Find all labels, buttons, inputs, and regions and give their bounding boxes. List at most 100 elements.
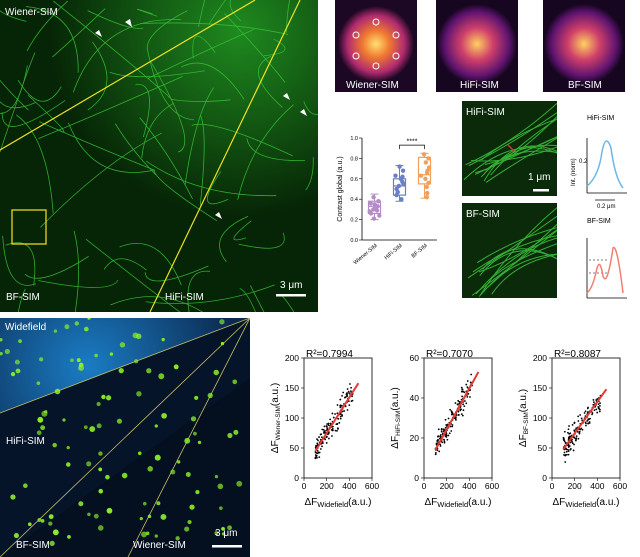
y-axis-label: Contrast global (a.u.): [337, 156, 344, 221]
box-point: [368, 211, 374, 216]
r-squared-label: R²=0.8087: [554, 349, 601, 360]
scatter-point: [584, 410, 587, 413]
y-tick-label: 100: [285, 413, 299, 423]
intensity-profiles: HiFi-SIM 0.2 Int. (norm) 0.2 μm BF-SIM: [571, 115, 627, 299]
x-tick-label: 600: [613, 481, 627, 491]
scatter-point: [323, 431, 325, 433]
box-point: [426, 156, 431, 161]
plot-frame: [423, 357, 493, 479]
scatter-point: [454, 402, 457, 404]
zoom-label-hifi: HiFi-SIM: [466, 107, 505, 118]
label-widefield-d: Widefield: [5, 322, 47, 333]
scatter-point: [340, 405, 342, 407]
scatter-point: [315, 452, 318, 454]
scatter-point: [460, 386, 463, 389]
scatter-point: [587, 411, 589, 413]
box-point: [374, 208, 380, 213]
x-tick-label: 600: [485, 481, 499, 491]
scatter-point: [467, 392, 470, 395]
scatter-point: [331, 412, 334, 415]
label-bf-a: BF-SIM: [6, 292, 40, 303]
scatter-point: [576, 431, 579, 433]
scatter-point: [563, 454, 565, 456]
scatter-point: [464, 400, 466, 402]
scatter-point: [462, 409, 465, 412]
scatter-point: [346, 388, 349, 390]
fit-line: [562, 388, 608, 450]
scatter-point: [327, 432, 330, 435]
scatter-point: [593, 401, 595, 404]
scatter-point: [316, 450, 319, 452]
label-wiener-a: Wiener-SIM: [5, 7, 58, 18]
scatter-point: [598, 410, 601, 413]
scatter-point: [461, 388, 464, 391]
scatter-point: [599, 405, 601, 407]
box-point: [418, 173, 424, 178]
scatter-point: [343, 410, 346, 412]
y-tick-label: 0: [414, 473, 419, 483]
scatter-point: [447, 434, 450, 437]
scatter-point: [351, 399, 354, 402]
scatter-point: [565, 450, 568, 453]
scatter-point: [573, 421, 576, 424]
scatter-point: [584, 421, 587, 424]
category-label: Wiener-SIM: [353, 243, 379, 267]
scatter-point: [445, 436, 448, 438]
scatter-point: [463, 391, 466, 394]
scatter-point: [443, 438, 445, 441]
y-tick-label: 150: [285, 383, 299, 393]
scatter-point: [597, 405, 600, 408]
scatter-point: [318, 456, 321, 459]
scatter-point: [567, 453, 570, 456]
x-tick-label: 0: [422, 481, 427, 491]
scatter-point: [586, 420, 589, 422]
scatter-point: [451, 424, 454, 426]
scatter-point: [571, 442, 574, 445]
scatter-point: [575, 427, 578, 429]
profile-ytick: 0.2: [579, 159, 588, 165]
scatter-point: [591, 413, 593, 416]
box-point: [425, 190, 430, 196]
scatter-point: [597, 403, 600, 406]
scatter-point: [587, 406, 589, 409]
label-wiener-d: Wiener-SIM: [133, 540, 186, 551]
scatter-point: [316, 456, 318, 459]
profile-title-hifi: HiFi-SIM: [587, 115, 614, 122]
zoom-scalebar-label: 1 μm: [528, 172, 551, 183]
scatter-point: [579, 414, 582, 416]
scatter-point: [565, 453, 568, 456]
box-point: [400, 168, 406, 173]
otf-label-wiener: Wiener-SIM: [346, 80, 399, 91]
y-tick-label: 60: [410, 353, 420, 363]
scatter-point: [470, 373, 473, 376]
scatter-point: [571, 423, 574, 426]
scatter-point: [443, 440, 446, 443]
scatter-point: [342, 391, 345, 394]
y-tick-label: 0.8: [350, 156, 358, 162]
scatter-point: [596, 398, 599, 400]
scatter-point: [577, 420, 580, 422]
scatter-point: [466, 386, 469, 389]
box-point: [371, 194, 376, 200]
x-axis-label: ΔFWidefield(a.u.): [305, 497, 372, 509]
zoom-label-bf: BF-SIM: [466, 209, 500, 220]
scatter-point: [315, 454, 318, 457]
category-label: HiFi-SIM: [384, 243, 405, 262]
x-tick-label: 600: [365, 481, 379, 491]
scatter-point: [439, 434, 442, 436]
y-tick-label: 50: [290, 443, 300, 453]
scatter-point: [326, 423, 328, 425]
scatter-point: [442, 430, 445, 433]
scatter-point: [341, 414, 344, 417]
scatter-point: [337, 417, 340, 420]
scatter-point: [347, 390, 350, 393]
scatter-point: [568, 425, 570, 427]
scatter-point: [316, 438, 318, 441]
scatter-point: [336, 429, 338, 432]
box-point: [397, 164, 402, 169]
scatter-point: [578, 432, 581, 435]
box-point: [426, 180, 431, 186]
fit-line: [434, 371, 480, 451]
x-tick-label: 0: [302, 481, 307, 491]
scatter-point: [459, 409, 462, 412]
